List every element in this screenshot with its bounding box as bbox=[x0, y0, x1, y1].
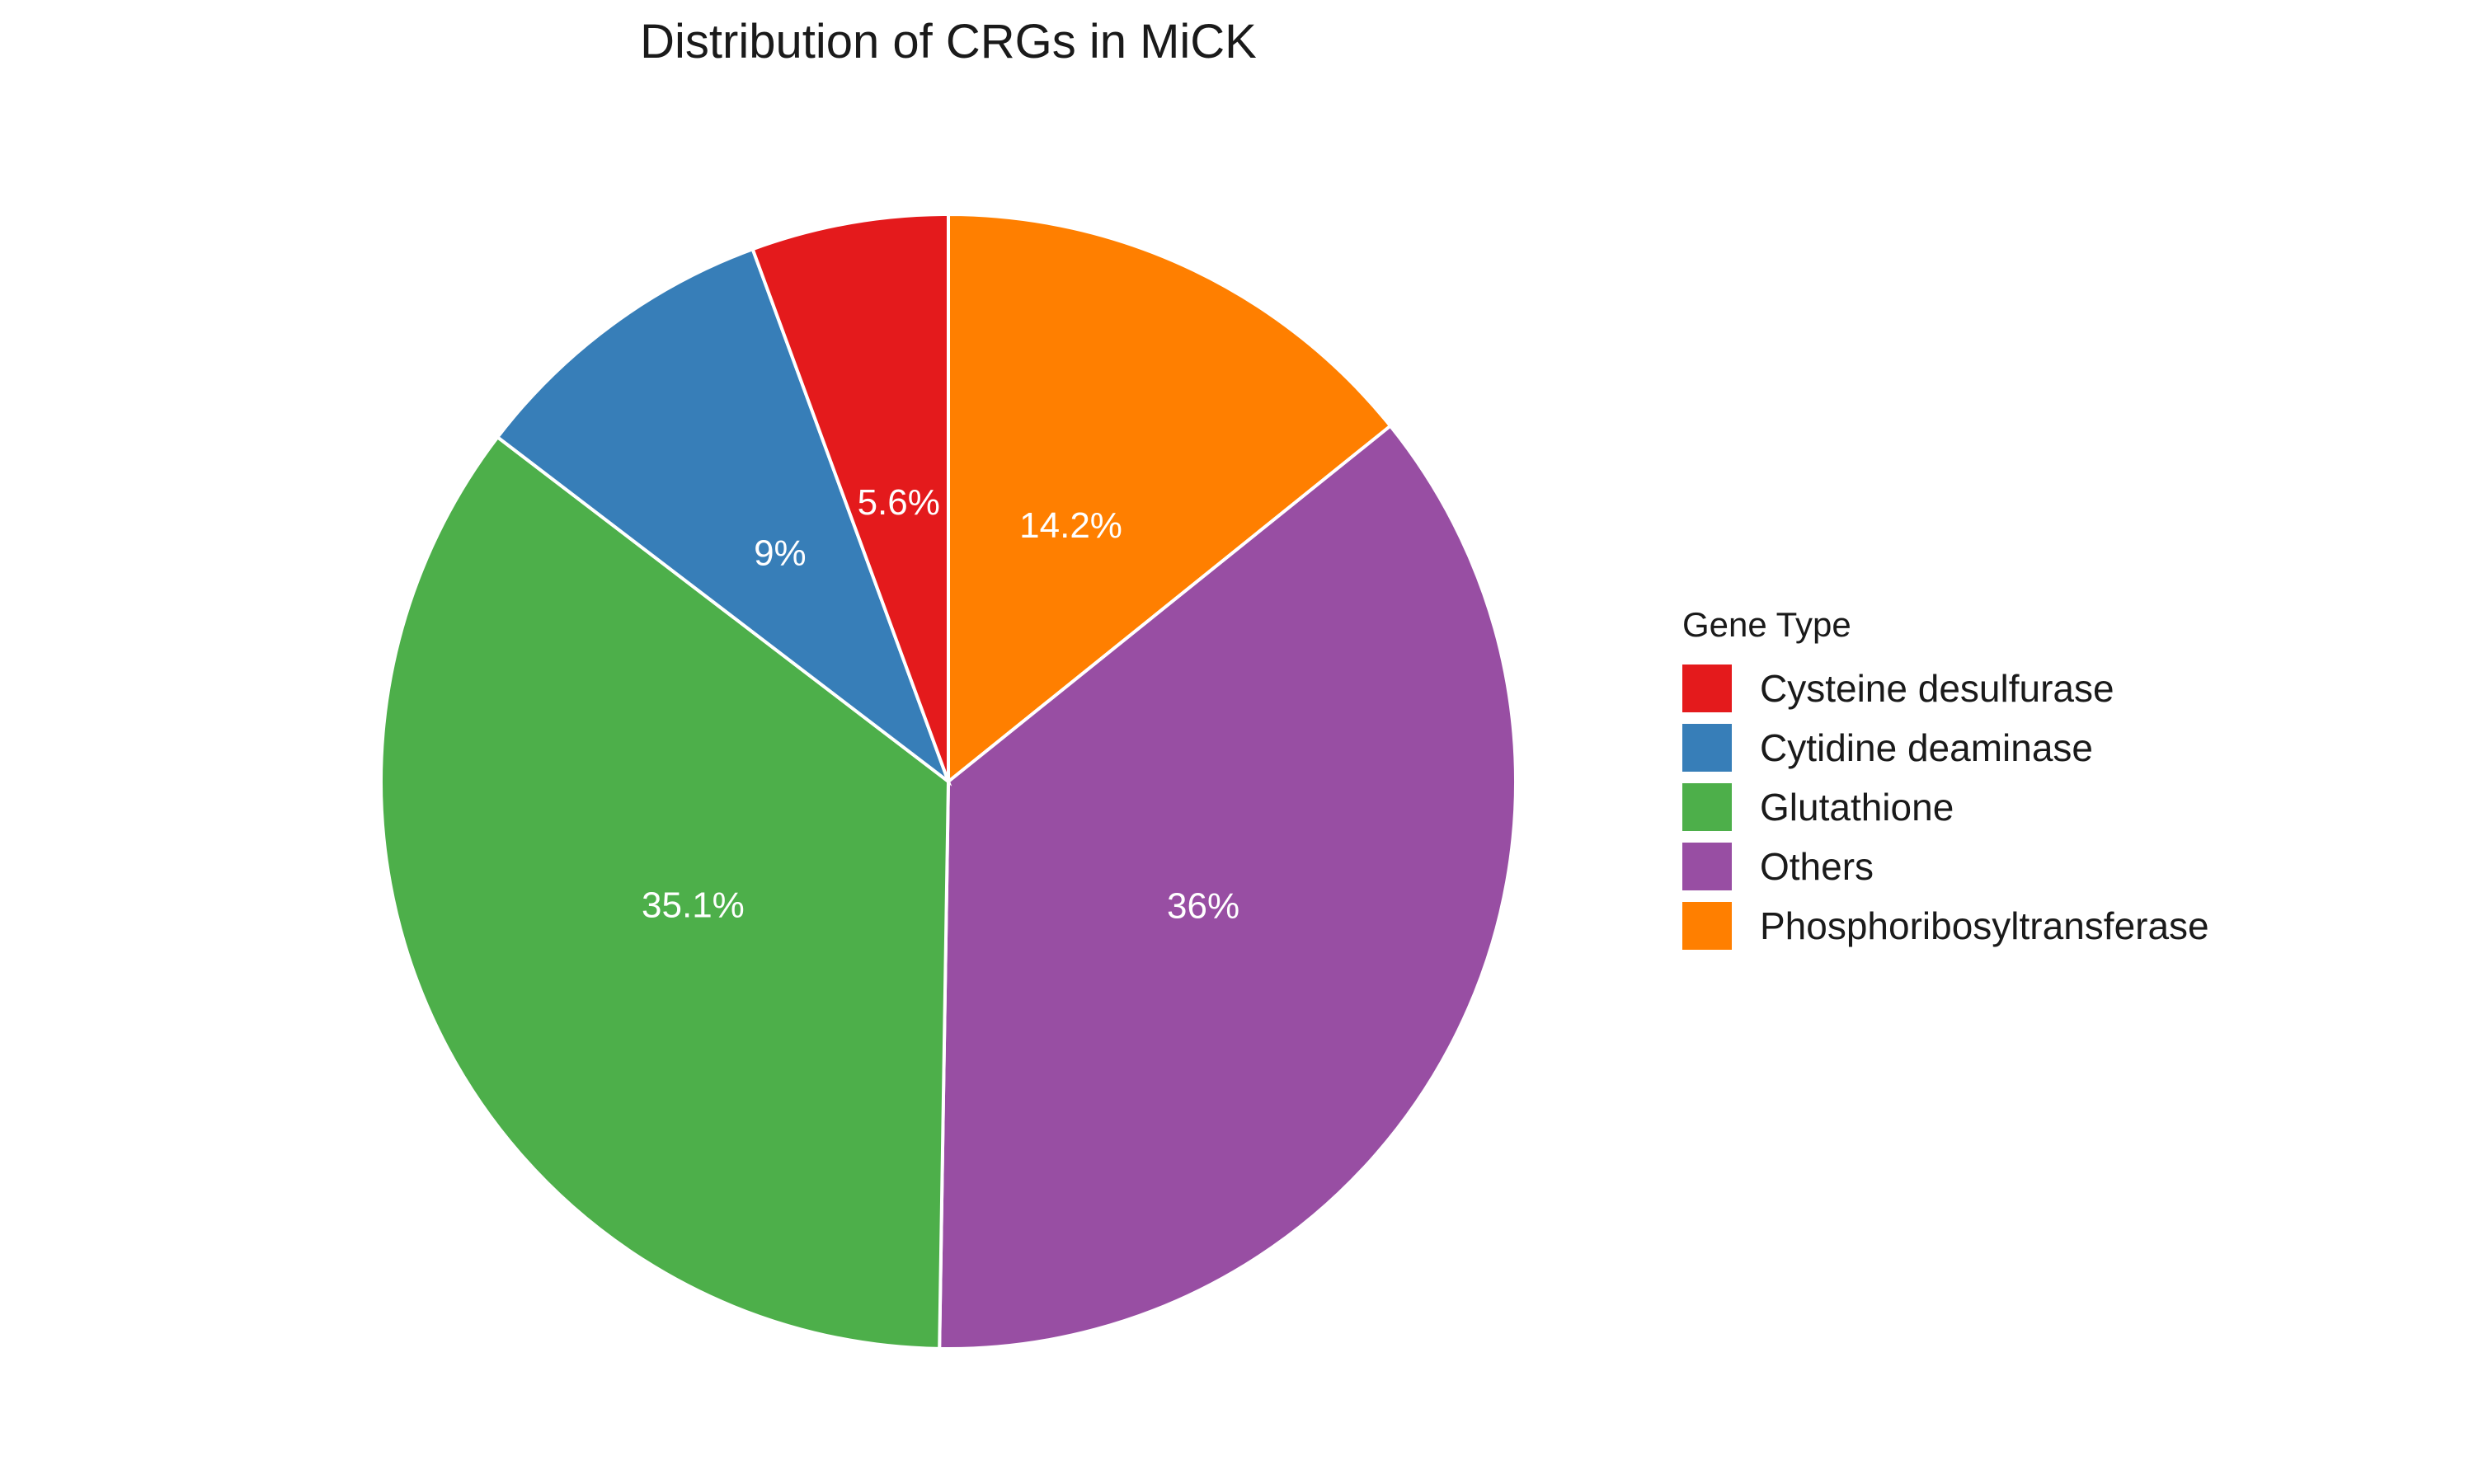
legend-swatch-glutathione bbox=[1682, 783, 1732, 831]
pie-slice-label-phosphoribosyltransferase: 14.2% bbox=[1019, 505, 1122, 546]
pie-slice-cysteine-desulfurase bbox=[750, 212, 950, 782]
legend-items: Cysteine desulfurase Cytidine deaminase Gl… bbox=[1682, 665, 2209, 950]
pie-slice-labels: 14.2% 36% 35.1% 9% 5.6% bbox=[642, 482, 1239, 927]
legend-swatch-others bbox=[1682, 843, 1732, 890]
legend-item-phosphoribosyltransferase: Phosphoribosyltransferase bbox=[1682, 902, 2209, 950]
legend-swatch-phosphoribosyltransferase bbox=[1682, 902, 1732, 950]
legend-label-phosphoribosyltransferase: Phosphoribosyltransferase bbox=[1760, 904, 2209, 947]
legend-swatch-cytidine-deaminase bbox=[1682, 724, 1732, 772]
pie-slice-glutathione bbox=[379, 434, 951, 1350]
legend-label-cysteine-desulfurase: Cysteine desulfurase bbox=[1760, 667, 2114, 710]
pie-slice-others bbox=[938, 423, 1517, 1350]
legend-label-cytidine-deaminase: Cytidine deaminase bbox=[1760, 726, 2093, 769]
legend-title: Gene Type bbox=[1682, 605, 1851, 644]
legend-item-glutathione: Glutathione bbox=[1682, 783, 1954, 831]
legend-label-glutathione: Glutathione bbox=[1760, 786, 1954, 829]
chart-title: Distribution of CRGs in MiCK bbox=[640, 15, 1257, 68]
legend-swatch-cysteine-desulfurase bbox=[1682, 665, 1732, 712]
legend: Gene Type Cysteine desulfurase Cytidine d… bbox=[1682, 605, 2209, 950]
pie-slice-cytidine-deaminase bbox=[495, 247, 952, 787]
pie-slice-label-cytidine-deaminase: 9% bbox=[754, 533, 807, 574]
legend-item-cysteine-desulfurase: Cysteine desulfurase bbox=[1682, 665, 2114, 712]
pie-slices bbox=[379, 212, 1517, 1350]
pie-slice-label-glutathione: 35.1% bbox=[642, 885, 745, 926]
pie-slice-label-cysteine-desulfurase: 5.6% bbox=[858, 482, 940, 523]
legend-label-others: Others bbox=[1760, 845, 1874, 888]
pie-slice-label-others: 36% bbox=[1167, 885, 1239, 926]
legend-item-others: Others bbox=[1682, 843, 1874, 890]
legend-item-cytidine-deaminase: Cytidine deaminase bbox=[1682, 724, 2093, 772]
pie-slice-phosphoribosyltransferase bbox=[947, 212, 1393, 786]
